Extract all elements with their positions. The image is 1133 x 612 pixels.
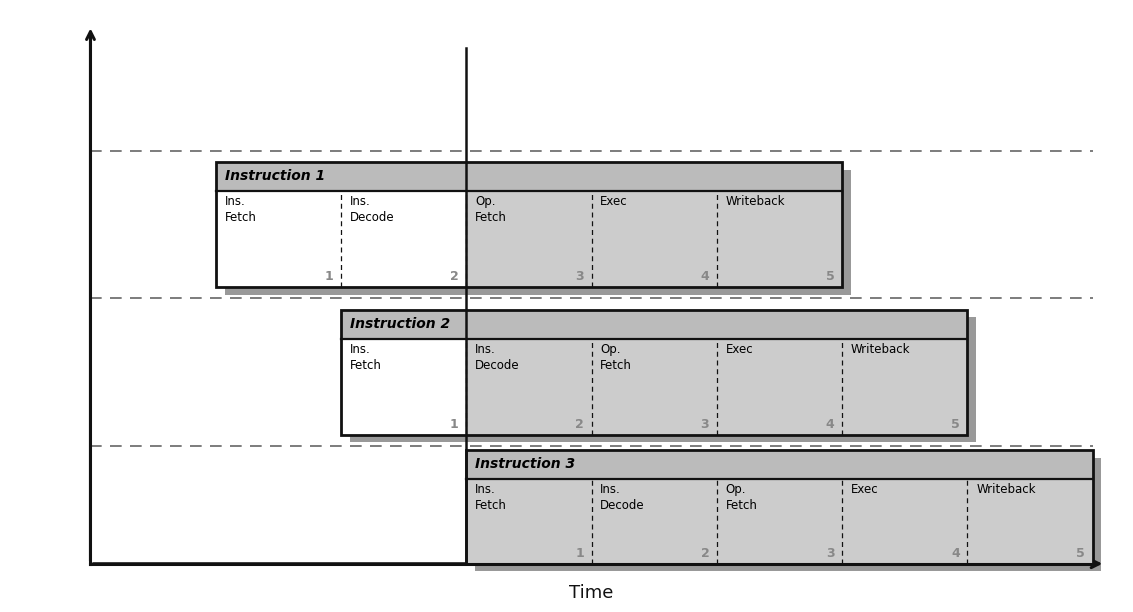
Text: 4: 4 [700,271,709,283]
Bar [467,310,968,338]
Bar [224,170,851,294]
Text: Ins.
Fetch: Ins. Fetch [224,195,256,224]
Bar [215,162,842,191]
Text: 3: 3 [576,271,583,283]
Text: 4: 4 [951,547,960,560]
Text: 2: 2 [700,547,709,560]
Text: 1: 1 [450,418,459,431]
Text: 3: 3 [700,418,709,431]
Text: Instruction 3: Instruction 3 [475,457,576,471]
Text: Exec: Exec [851,483,878,496]
Text: Time: Time [570,584,614,602]
Bar [467,338,968,435]
Bar [350,318,977,442]
Bar [467,162,842,191]
Bar [467,450,1092,564]
Bar [215,162,842,287]
Text: 5: 5 [826,271,835,283]
Text: Ins.
Fetch: Ins. Fetch [475,483,506,512]
Bar [341,310,968,435]
Text: Ins.
Decode: Ins. Decode [475,343,520,371]
Text: 5: 5 [951,418,960,431]
Bar [467,479,1092,564]
Bar [341,310,968,435]
Text: Writeback: Writeback [977,483,1036,496]
Text: Ins.
Fetch: Ins. Fetch [350,343,382,371]
Text: Writeback: Writeback [725,195,785,208]
Bar [475,458,1101,572]
Text: Writeback: Writeback [851,343,911,356]
Bar [467,450,1092,479]
Bar [341,310,968,338]
Text: Instruction 1: Instruction 1 [224,170,325,184]
Text: Instruction 2: Instruction 2 [350,317,450,331]
Text: 1: 1 [325,271,333,283]
Bar [467,191,842,287]
Text: Exec: Exec [600,195,628,208]
Text: 4: 4 [826,418,835,431]
Bar [467,450,1092,479]
Bar [215,162,842,287]
Text: 5: 5 [1076,547,1085,560]
Text: 2: 2 [576,418,583,431]
Text: Op.
Fetch: Op. Fetch [725,483,758,512]
Text: 3: 3 [826,547,835,560]
Text: Exec: Exec [725,343,753,356]
Text: Ins.
Decode: Ins. Decode [350,195,394,224]
Text: 2: 2 [450,271,459,283]
Text: 1: 1 [576,547,583,560]
Bar [467,450,1092,564]
Text: Op.
Fetch: Op. Fetch [475,195,506,224]
Text: Op.
Fetch: Op. Fetch [600,343,632,371]
Text: Ins.
Decode: Ins. Decode [600,483,645,512]
